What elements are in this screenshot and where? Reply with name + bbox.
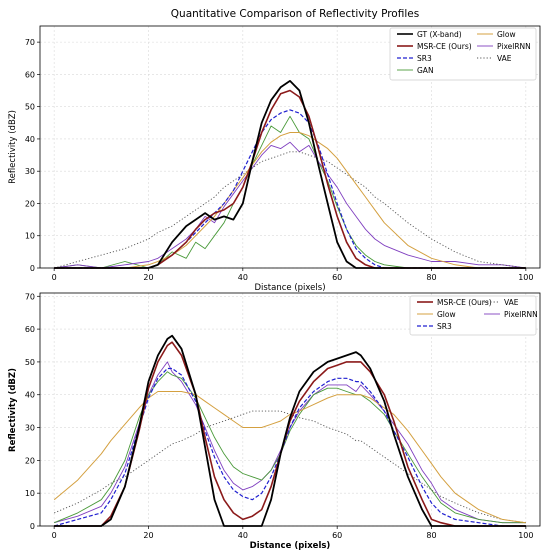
- legend-label: PixelRNN: [497, 42, 531, 51]
- legend-label: Glow: [437, 310, 456, 319]
- y-tick-label: 10: [25, 232, 35, 241]
- legend-label: PixelRNN: [504, 310, 538, 319]
- series-line-sr3: [54, 109, 526, 269]
- chart-bottom: 0 20 40 60 80 100 0 10 20 30 40 50 60 70 Distance (pi…: [8, 292, 541, 551]
- ticks-bottom: 0 20 40 60 80 100 0 10 20 30 40 50 60 70: [25, 292, 534, 540]
- y-tick-label: 30: [25, 424, 35, 433]
- plot-area-bottom: [39, 292, 541, 527]
- x-tick-label: 0: [52, 273, 57, 282]
- legend-bottom: MSR-CE (Ours) Glow SR3 VAE PixelRNN: [409, 295, 538, 336]
- x-tick-label: 0: [52, 531, 57, 540]
- x-axis-label: Distance (pixels): [250, 541, 331, 551]
- chart-top: Quantitative Comparison of Reflectivity …: [8, 8, 541, 293]
- y-tick-label: 60: [25, 325, 35, 334]
- y-tick-label: 60: [25, 70, 35, 79]
- x-tick-label: 60: [332, 531, 342, 540]
- x-tick-label: 40: [238, 531, 248, 540]
- y-tick-label: 0: [30, 522, 35, 531]
- series-line-gt: [54, 334, 526, 527]
- x-tick-label: 100: [518, 531, 533, 540]
- legend-items-top: GT (X-band) MSR-CE (Ours) SR3 GAN Glow PixelR…: [397, 30, 531, 75]
- series-line-vae: [54, 151, 526, 269]
- legend-top: GT (X-band) MSR-CE (Ours) SR3 GAN Glow PixelR…: [389, 27, 537, 81]
- legend-label: VAE: [504, 298, 519, 307]
- legend-label: MSR-CE (Ours): [417, 42, 472, 51]
- series-line-pixelrnn: [54, 361, 526, 524]
- ticks-top: 0 20 40 60 80 100 0 10 20 30 40 50 60 70: [25, 38, 534, 282]
- series-line-glow: [54, 132, 526, 269]
- x-tick-label: 80: [426, 531, 436, 540]
- series-line-gt-x-band: [54, 80, 526, 269]
- series-line-gan: [54, 371, 526, 524]
- series-line-sr3: [54, 367, 526, 527]
- chart-title: Quantitative Comparison of Reflectivity …: [171, 8, 419, 20]
- y-axis-label: Reflectivity (dBZ): [8, 110, 18, 184]
- legend-label: Glow: [497, 30, 516, 39]
- series-line-pixelrnn: [54, 141, 526, 269]
- y-tick-label: 0: [30, 264, 35, 273]
- x-tick-label: 20: [143, 531, 153, 540]
- y-tick-label: 50: [25, 103, 35, 112]
- y-tick-label: 30: [25, 167, 35, 176]
- series-line-glow: [53, 391, 526, 524]
- y-tick-label: 10: [25, 489, 35, 498]
- x-tick-label: 60: [332, 273, 342, 282]
- y-tick-label: 40: [25, 135, 35, 144]
- y-tick-label: 40: [25, 391, 35, 400]
- legend-label: GAN: [417, 66, 434, 75]
- legend-label: GT (X-band): [417, 30, 462, 39]
- series-line-msr-ce-ours: [54, 341, 526, 527]
- plot-area-top: [39, 25, 541, 269]
- legend-label: SR3: [417, 54, 432, 63]
- x-tick-label: 80: [426, 273, 436, 282]
- y-tick-label: 70: [25, 38, 35, 47]
- legend-box: [409, 295, 537, 336]
- y-tick-label: 50: [25, 358, 35, 367]
- x-tick-label: 40: [238, 273, 248, 282]
- y-tick-label: 20: [25, 456, 35, 465]
- series-line-gan: [54, 115, 526, 269]
- series-group-bottom: [53, 334, 526, 527]
- y-tick-label: 20: [25, 199, 35, 208]
- y-axis-label: Reflectivity (dBZ): [8, 368, 18, 452]
- y-tick-label: 70: [25, 292, 35, 301]
- x-tick-label: 20: [143, 273, 153, 282]
- legend-label: SR3: [437, 322, 452, 331]
- legend-box: [389, 27, 537, 81]
- legend-label: MSR-CE (Ours): [437, 298, 492, 307]
- series-group-top: [54, 80, 526, 269]
- x-tick-label: 100: [518, 273, 533, 282]
- legend-label: VAE: [497, 54, 512, 63]
- legend-items-bottom: MSR-CE (Ours) Glow SR3 VAE PixelRNN: [417, 298, 538, 331]
- x-axis-label: Distance (pixels): [254, 283, 325, 293]
